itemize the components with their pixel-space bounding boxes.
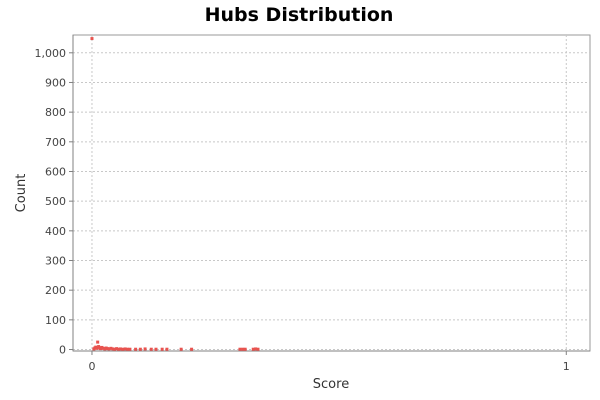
grid-lines xyxy=(73,35,590,351)
data-point xyxy=(107,347,111,351)
x-tick-label: 1 xyxy=(563,360,570,373)
data-point xyxy=(154,347,158,351)
data-point xyxy=(123,347,127,351)
data-point xyxy=(96,340,100,344)
x-axis-label: Score xyxy=(313,377,349,392)
data-point xyxy=(251,347,255,351)
y-tick-label: 500 xyxy=(45,195,66,208)
data-point xyxy=(118,347,122,351)
y-tick-label: 100 xyxy=(45,314,66,327)
axes xyxy=(72,35,590,352)
y-tick-label: 400 xyxy=(45,225,66,238)
data-point xyxy=(238,347,242,351)
data-point xyxy=(126,347,130,351)
data-point xyxy=(190,347,194,351)
data-point xyxy=(256,347,260,351)
data-point xyxy=(117,347,121,351)
data-point xyxy=(113,347,117,351)
data-point xyxy=(254,347,258,351)
data-point xyxy=(115,347,119,351)
data-points xyxy=(90,37,260,351)
data-point xyxy=(121,347,125,351)
data-point xyxy=(90,37,94,41)
data-point xyxy=(241,347,245,351)
data-point xyxy=(143,347,147,351)
data-point xyxy=(134,347,138,351)
y-tick-label: 700 xyxy=(45,136,66,149)
data-point xyxy=(243,347,247,351)
y-axis-label: Count xyxy=(14,174,29,213)
data-point xyxy=(109,346,113,350)
data-point xyxy=(138,347,142,351)
y-tick-label: 0 xyxy=(59,344,66,357)
data-point xyxy=(95,346,99,350)
x-tick-label: 0 xyxy=(88,360,95,373)
y-tick-label: 900 xyxy=(45,76,66,89)
y-tick-label: 600 xyxy=(45,165,66,178)
data-point xyxy=(165,347,169,351)
y-tick-label: 300 xyxy=(45,255,66,268)
data-point xyxy=(149,347,153,351)
y-tick-label: 1,000 xyxy=(35,47,67,60)
data-point xyxy=(179,347,183,351)
data-point xyxy=(160,347,164,351)
y-tick-label: 800 xyxy=(45,106,66,119)
data-point xyxy=(128,347,132,351)
chart-title: Hubs Distribution xyxy=(205,4,394,26)
y-axis-ticks: 0 100 200 300 400 500 600 700 800 900 1,000 xyxy=(35,47,73,357)
plot-area xyxy=(72,34,591,352)
data-point xyxy=(111,347,115,351)
y-tick-label: 200 xyxy=(45,284,66,297)
